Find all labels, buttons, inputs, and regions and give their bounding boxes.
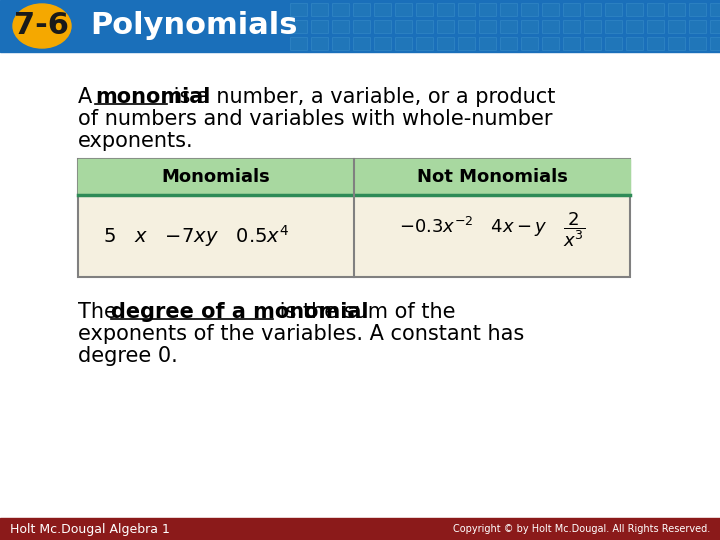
Bar <box>521 3 538 16</box>
Bar <box>0 0 720 52</box>
Bar <box>668 20 685 33</box>
Bar <box>332 37 349 50</box>
Bar <box>395 20 412 33</box>
Bar <box>542 3 559 16</box>
Text: 7-6: 7-6 <box>14 11 70 40</box>
Bar <box>689 20 706 33</box>
Bar <box>416 20 433 33</box>
Bar <box>0 518 720 540</box>
Bar <box>374 3 391 16</box>
Text: Polynomials: Polynomials <box>90 11 297 40</box>
Text: degree 0.: degree 0. <box>78 346 178 366</box>
Bar <box>353 20 370 33</box>
Text: Not Monomials: Not Monomials <box>417 168 567 186</box>
Bar <box>689 3 706 16</box>
Bar <box>311 37 328 50</box>
Bar <box>584 37 601 50</box>
Text: Monomials: Monomials <box>161 168 271 186</box>
Bar <box>500 3 517 16</box>
Text: exponents.: exponents. <box>78 131 194 151</box>
Text: is a number, a variable, or a product: is a number, a variable, or a product <box>167 87 555 107</box>
Bar <box>647 37 664 50</box>
Bar <box>542 37 559 50</box>
Bar <box>626 3 643 16</box>
Bar <box>605 20 622 33</box>
Bar <box>710 3 720 16</box>
Text: monomial: monomial <box>95 87 210 107</box>
Bar <box>521 20 538 33</box>
Bar <box>311 3 328 16</box>
Bar <box>647 3 664 16</box>
Bar <box>395 3 412 16</box>
Bar <box>78 159 630 195</box>
Bar <box>437 37 454 50</box>
Bar <box>668 37 685 50</box>
Text: degree of a monomial: degree of a monomial <box>111 302 369 322</box>
Bar <box>605 3 622 16</box>
Bar <box>290 3 307 16</box>
Bar <box>374 20 391 33</box>
Bar <box>332 3 349 16</box>
Bar <box>710 37 720 50</box>
Bar <box>416 37 433 50</box>
Bar <box>563 37 580 50</box>
Bar <box>584 3 601 16</box>
Ellipse shape <box>13 4 71 48</box>
Text: $5\ \ \ x\ \ \ {-7xy}\ \ \ 0.5x^4$: $5\ \ \ x\ \ \ {-7xy}\ \ \ 0.5x^4$ <box>103 223 289 249</box>
Bar <box>647 20 664 33</box>
Bar <box>332 20 349 33</box>
Bar <box>437 3 454 16</box>
Bar <box>710 20 720 33</box>
Bar <box>290 20 307 33</box>
Text: Holt Mc.Dougal Algebra 1: Holt Mc.Dougal Algebra 1 <box>10 523 170 536</box>
Bar <box>458 3 475 16</box>
Bar <box>521 37 538 50</box>
Bar <box>353 3 370 16</box>
Bar <box>458 20 475 33</box>
Bar <box>689 37 706 50</box>
Bar <box>605 37 622 50</box>
Text: $-0.3x^{-2}\ \ \ 4x-y\ \ \ \dfrac{2}{x^3}$: $-0.3x^{-2}\ \ \ 4x-y\ \ \ \dfrac{2}{x^3… <box>399 211 585 249</box>
Bar <box>479 37 496 50</box>
Text: of numbers and variables with whole-number: of numbers and variables with whole-numb… <box>78 109 552 129</box>
Text: is the sum of the: is the sum of the <box>273 302 456 322</box>
Bar <box>290 37 307 50</box>
Bar <box>458 37 475 50</box>
Bar <box>311 20 328 33</box>
Text: The: The <box>78 302 124 322</box>
Bar <box>500 37 517 50</box>
Bar <box>626 20 643 33</box>
Text: A: A <box>78 87 99 107</box>
Bar <box>563 20 580 33</box>
Bar <box>78 159 630 277</box>
Bar <box>563 3 580 16</box>
Bar <box>584 20 601 33</box>
Bar <box>374 37 391 50</box>
Bar <box>626 37 643 50</box>
Bar <box>416 3 433 16</box>
Text: Copyright © by Holt Mc.Dougal. All Rights Reserved.: Copyright © by Holt Mc.Dougal. All Right… <box>453 524 710 534</box>
Bar <box>437 20 454 33</box>
Bar <box>479 20 496 33</box>
Bar <box>479 3 496 16</box>
Bar <box>353 37 370 50</box>
Bar <box>500 20 517 33</box>
Bar <box>395 37 412 50</box>
Bar <box>542 20 559 33</box>
Bar <box>668 3 685 16</box>
Text: exponents of the variables. A constant has: exponents of the variables. A constant h… <box>78 324 524 344</box>
